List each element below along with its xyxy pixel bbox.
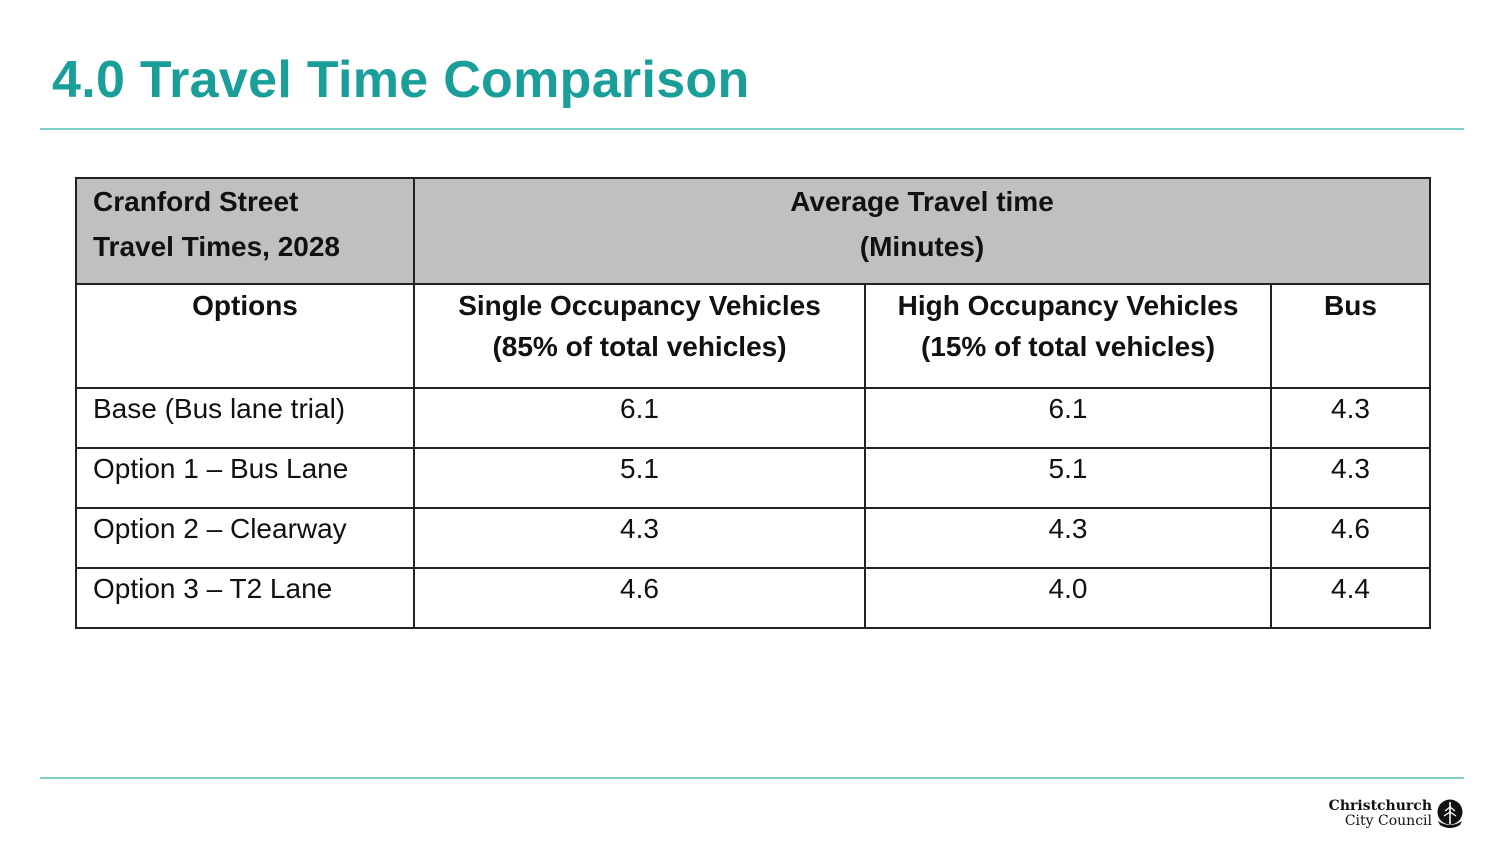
column-header-sublabel: (85% of total vehicles) [492, 331, 787, 362]
hov-cell: 4.0 [864, 567, 1272, 629]
column-header-label: High Occupancy Vehicles [897, 290, 1239, 321]
column-header-label: Options [192, 290, 298, 321]
table-row: Option 1 – Bus Lane 5.1 5.1 4.3 [75, 447, 1431, 509]
corner-header-cell: Cranford Street Travel Times, 2028 [75, 177, 415, 285]
group-header-line-2: (Minutes) [859, 231, 985, 262]
top-divider [40, 128, 1464, 130]
column-header-label: Bus [1324, 290, 1377, 321]
table-row: Base (Bus lane trial) 6.1 6.1 4.3 [75, 387, 1431, 449]
hov-cell: 5.1 [864, 447, 1272, 509]
option-cell: Option 2 – Clearway [75, 507, 415, 569]
bottom-divider [40, 777, 1464, 779]
logo-line-2: City Council [1344, 813, 1432, 829]
table-row: Option 3 – T2 Lane 4.6 4.0 4.4 [75, 567, 1431, 629]
logo-line-1: Christchurch [1328, 798, 1432, 814]
bus-cell: 4.4 [1270, 567, 1431, 629]
travel-time-table: Cranford Street Travel Times, 2028 Avera… [75, 177, 1431, 629]
table-header-row-1: Cranford Street Travel Times, 2028 Avera… [75, 177, 1431, 285]
bus-cell: 4.6 [1270, 507, 1431, 569]
bus-cell: 4.3 [1270, 387, 1431, 449]
hov-cell: 4.3 [864, 507, 1272, 569]
group-header-line-1: Average Travel time [790, 186, 1054, 217]
column-header-sublabel: (15% of total vehicles) [920, 331, 1216, 362]
column-header-label: Single Occupancy Vehicles [458, 290, 821, 321]
column-header-bus: Bus [1270, 283, 1431, 389]
table-header-row-2: Options Single Occupancy Vehicles (85% o… [75, 283, 1431, 389]
hov-cell: 6.1 [864, 387, 1272, 449]
corner-header-line-2: Travel Times, 2028 [93, 231, 340, 262]
table-row: Option 2 – Clearway 4.3 4.3 4.6 [75, 507, 1431, 569]
column-header-hov: High Occupancy Vehicles (15% of total ve… [864, 283, 1272, 389]
sov-cell: 6.1 [413, 387, 866, 449]
column-header-options: Options [75, 283, 415, 389]
option-cell: Option 1 – Bus Lane [75, 447, 415, 509]
tree-icon [1437, 799, 1463, 828]
corner-header-line-1: Cranford Street [93, 186, 299, 217]
column-header-sov: Single Occupancy Vehicles (85% of total … [413, 283, 866, 389]
sov-cell: 4.3 [413, 507, 866, 569]
option-cell: Option 3 – T2 Lane [75, 567, 415, 629]
sov-cell: 5.1 [413, 447, 866, 509]
slide-title: 4.0 Travel Time Comparison [52, 51, 750, 109]
bus-cell: 4.3 [1270, 447, 1431, 509]
option-cell: Base (Bus lane trial) [75, 387, 415, 449]
group-header-cell: Average Travel time (Minutes) [413, 177, 1431, 285]
logo-wordmark: Christchurch City Council [1329, 799, 1432, 829]
sov-cell: 4.6 [413, 567, 866, 629]
council-logo: Christchurch City Council [1329, 799, 1464, 829]
